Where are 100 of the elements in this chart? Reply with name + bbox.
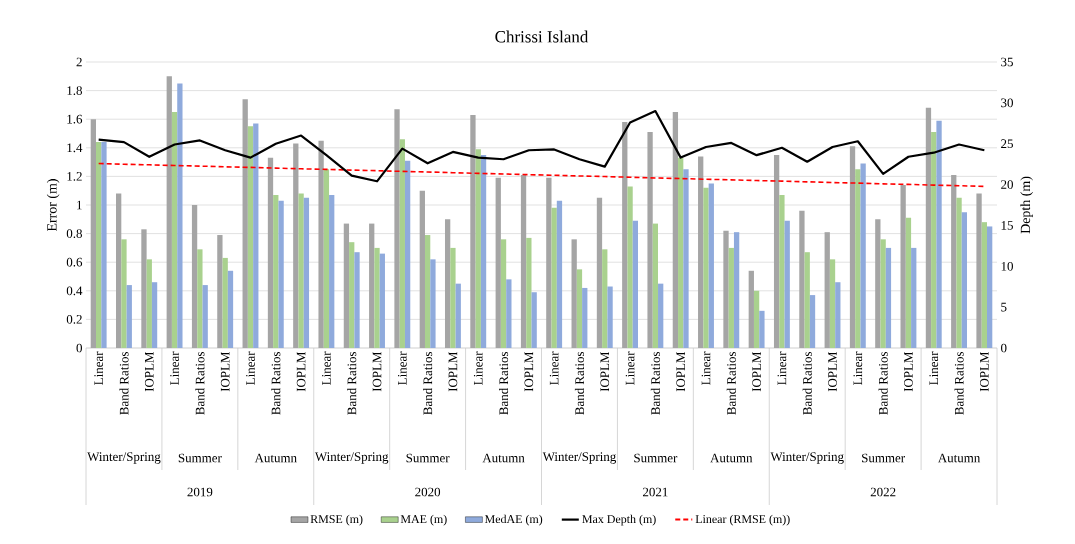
y-tick-label: 0.4 — [66, 286, 83, 296]
x-tick-label: IOPLM — [752, 351, 761, 392]
bar — [444, 219, 451, 348]
bar — [121, 239, 127, 348]
x-tick-label: Linear — [853, 351, 863, 385]
bar — [374, 247, 380, 348]
line-series — [97, 162, 986, 188]
bar — [546, 177, 552, 348]
legend-label: Linear (RMSE (m)) — [695, 514, 790, 526]
bar — [227, 270, 234, 348]
x-tick-label: Band Ratios — [498, 351, 509, 415]
bar — [733, 232, 740, 348]
bar — [911, 247, 917, 348]
x-tick-label: IOPLM — [220, 351, 230, 392]
bar — [925, 107, 932, 348]
x-tick-label: Linear — [246, 351, 255, 385]
x-tick-label: Band Ratios — [195, 351, 205, 415]
x-tick-label: Band Ratios — [802, 351, 812, 415]
bar — [900, 184, 906, 348]
bar — [987, 226, 993, 348]
bar — [323, 169, 330, 348]
x-tick-label: IOPLM — [904, 351, 913, 392]
bar — [658, 283, 664, 348]
bar — [450, 247, 456, 348]
bar — [804, 252, 810, 348]
bar — [419, 190, 425, 348]
x-tick-label: Linear — [473, 351, 483, 385]
bar — [698, 156, 704, 348]
bar — [905, 217, 912, 348]
text: Summer — [634, 453, 678, 463]
chart-title: Chrissi Island — [495, 30, 589, 43]
bar — [678, 157, 684, 348]
bar — [723, 230, 729, 348]
bar — [470, 114, 476, 348]
bar — [728, 247, 734, 348]
text: Summer — [178, 453, 222, 463]
bar — [430, 259, 436, 348]
bar — [202, 285, 208, 348]
bar — [875, 219, 881, 348]
legend-label: Max Depth (m) — [582, 514, 656, 526]
bar — [520, 174, 527, 348]
bar — [632, 220, 639, 348]
text: 2022 — [870, 487, 896, 497]
bar — [116, 193, 122, 348]
x-tick-label: Linear — [397, 351, 407, 385]
bar — [455, 283, 461, 348]
bar — [273, 194, 279, 348]
y-tick-label: 1.8 — [67, 86, 82, 95]
bar — [981, 222, 988, 348]
text: Summer — [862, 453, 905, 463]
bar — [379, 253, 385, 348]
bar — [956, 197, 962, 348]
bar — [197, 249, 203, 348]
bar — [298, 193, 304, 348]
x-tick-label: IOPLM — [980, 351, 989, 392]
bar — [151, 282, 158, 348]
y-tick-label: 1.4 — [67, 143, 83, 153]
x-tick-label: IOPLM — [600, 351, 610, 392]
bar — [936, 120, 942, 348]
bar — [672, 112, 679, 348]
bar — [753, 290, 760, 348]
bar — [951, 174, 957, 348]
bar — [500, 239, 507, 348]
bar — [647, 132, 653, 348]
bar — [303, 197, 310, 348]
bar — [96, 142, 102, 348]
x-tick-label: Band Ratios — [271, 351, 281, 415]
bar — [399, 139, 405, 348]
bar — [976, 193, 982, 348]
bar — [354, 252, 360, 348]
bar — [627, 186, 633, 348]
bar — [217, 235, 223, 348]
bar — [253, 123, 259, 348]
bar — [784, 220, 790, 348]
x-tick-label: Linear — [701, 351, 711, 385]
y-tick-label: 0.6 — [66, 257, 83, 267]
bar — [166, 76, 172, 348]
x-tick-label: IOPLM — [372, 351, 382, 392]
x-tick-label: IOPLM — [828, 351, 837, 392]
bar — [191, 205, 198, 348]
y-tick-label: 0.2 — [66, 315, 82, 324]
bar — [622, 122, 628, 348]
bar — [171, 112, 178, 348]
text: Autumn — [937, 453, 981, 463]
x-tick-label: Linear — [94, 351, 103, 385]
bar — [90, 119, 96, 348]
x-tick-label: IOPLM — [296, 351, 306, 392]
bar — [146, 259, 152, 348]
legend-label: MedAE (m) — [484, 514, 543, 526]
x-tick-label: Linear — [929, 351, 939, 385]
y2-tick-label: 35 — [1001, 57, 1013, 67]
bar — [404, 160, 411, 348]
bar — [708, 183, 714, 348]
bar — [267, 157, 274, 348]
legend-label: MAE (m) — [400, 514, 447, 526]
bar — [293, 143, 299, 348]
y2-tick-label: 25 — [1001, 139, 1013, 149]
text: 2020 — [415, 487, 441, 497]
x-tick-label: Linear — [777, 351, 787, 385]
bar — [349, 242, 355, 348]
